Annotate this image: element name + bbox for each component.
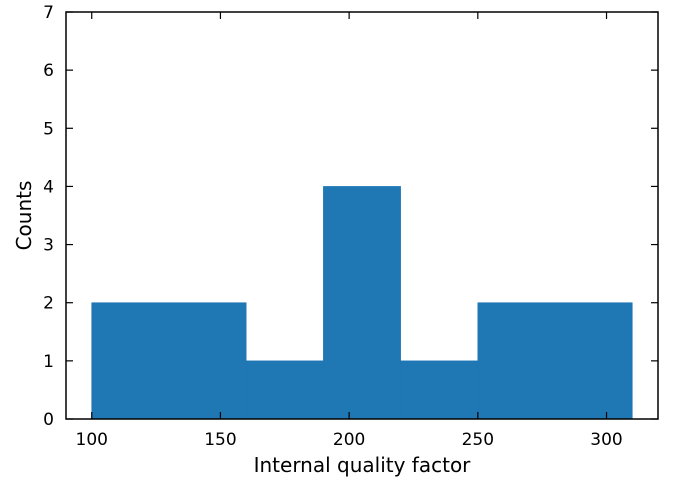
histogram-bar-5 (477, 302, 556, 420)
y-axis-label: Counts (12, 181, 36, 251)
histogram-bar-4 (400, 360, 479, 420)
histogram-bar-3 (323, 186, 401, 420)
histogram-bars (91, 186, 633, 420)
histogram-bar-6 (554, 302, 633, 420)
x-tick-label: 100 (76, 430, 108, 450)
histogram-bar-1 (168, 302, 247, 420)
y-tick-label: 5 (43, 119, 54, 139)
x-tick-label: 200 (333, 430, 365, 450)
y-tick-label: 0 (43, 410, 54, 430)
y-tick-label: 2 (43, 294, 54, 314)
histogram-bar-2 (245, 360, 324, 420)
y-tick-label: 6 (43, 61, 54, 81)
x-tick-label: 300 (590, 430, 622, 450)
y-tick-label: 1 (43, 352, 54, 372)
x-tick-label: 150 (204, 430, 236, 450)
x-axis-label: Internal quality factor (254, 453, 472, 477)
y-tick-label: 3 (43, 236, 54, 256)
y-tick-label: 4 (43, 177, 54, 197)
histogram-bar-0 (91, 302, 170, 420)
plot-frame (65, 11, 659, 420)
tick-labels: 100 150 200 250 300 0 1 2 3 4 5 6 7 (43, 3, 623, 450)
y-tick-label: 7 (43, 3, 54, 23)
x-tick-label: 250 (462, 430, 494, 450)
